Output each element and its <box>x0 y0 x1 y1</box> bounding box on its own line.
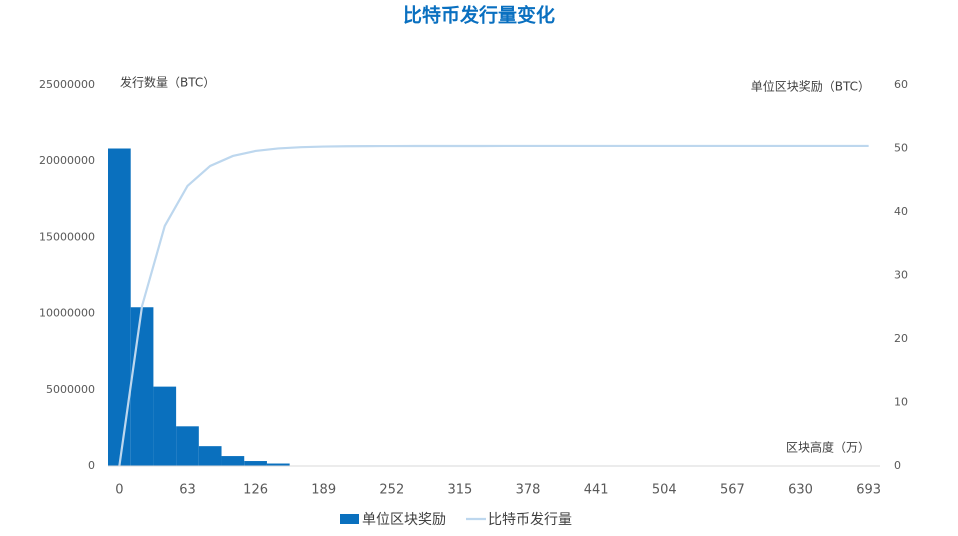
x-tick-label: 63 <box>179 483 196 498</box>
y2-axis-title: 单位区块奖励（BTC） <box>751 79 870 94</box>
x-tick-label: 252 <box>379 483 404 498</box>
x-tick-label: 315 <box>448 483 473 498</box>
y2-tick-label: 0 <box>894 459 901 472</box>
x-tick-label: 189 <box>311 483 336 498</box>
y2-tick-label: 60 <box>894 78 908 91</box>
y-tick-label: 25000000 <box>39 78 95 91</box>
bar <box>108 148 131 466</box>
y-tick-label: 0 <box>88 459 95 472</box>
x-tick-label: 693 <box>856 483 881 498</box>
legend-swatch <box>340 514 359 524</box>
x-tick-label: 126 <box>243 483 268 498</box>
line <box>118 144 869 467</box>
x-tick-label: 378 <box>516 483 541 498</box>
y-tick-label: 15000000 <box>39 230 95 243</box>
bar <box>221 456 245 466</box>
x-tick-label: 567 <box>720 483 745 498</box>
y-tick-label: 5000000 <box>46 383 95 396</box>
y-axis-title: 发行数量（BTC） <box>120 75 215 90</box>
y-tick-label: 20000000 <box>39 154 95 167</box>
bar <box>130 307 154 466</box>
legend-label: 比特币发行量 <box>488 512 572 528</box>
y-tick-label: 10000000 <box>39 307 95 320</box>
bar <box>198 446 222 466</box>
y2-tick-label: 20 <box>894 332 908 345</box>
bar <box>153 386 177 466</box>
x-tick-label: 0 <box>115 483 123 498</box>
y2-tick-label: 30 <box>894 269 908 282</box>
x-tick-label: 504 <box>652 483 677 498</box>
y2-tick-label: 40 <box>894 205 908 218</box>
x-tick-label: 630 <box>788 483 813 498</box>
x-tick-label: 441 <box>584 483 609 498</box>
y2-tick-label: 10 <box>894 396 908 409</box>
bar <box>244 461 267 466</box>
x-axis-title: 区块高度（万） <box>786 440 870 455</box>
y2-tick-label: 50 <box>894 142 908 155</box>
legend-label: 单位区块奖励 <box>362 511 446 528</box>
bar <box>176 426 199 466</box>
bar <box>266 463 290 466</box>
chart-title: 比特币发行量变化 <box>403 4 555 27</box>
